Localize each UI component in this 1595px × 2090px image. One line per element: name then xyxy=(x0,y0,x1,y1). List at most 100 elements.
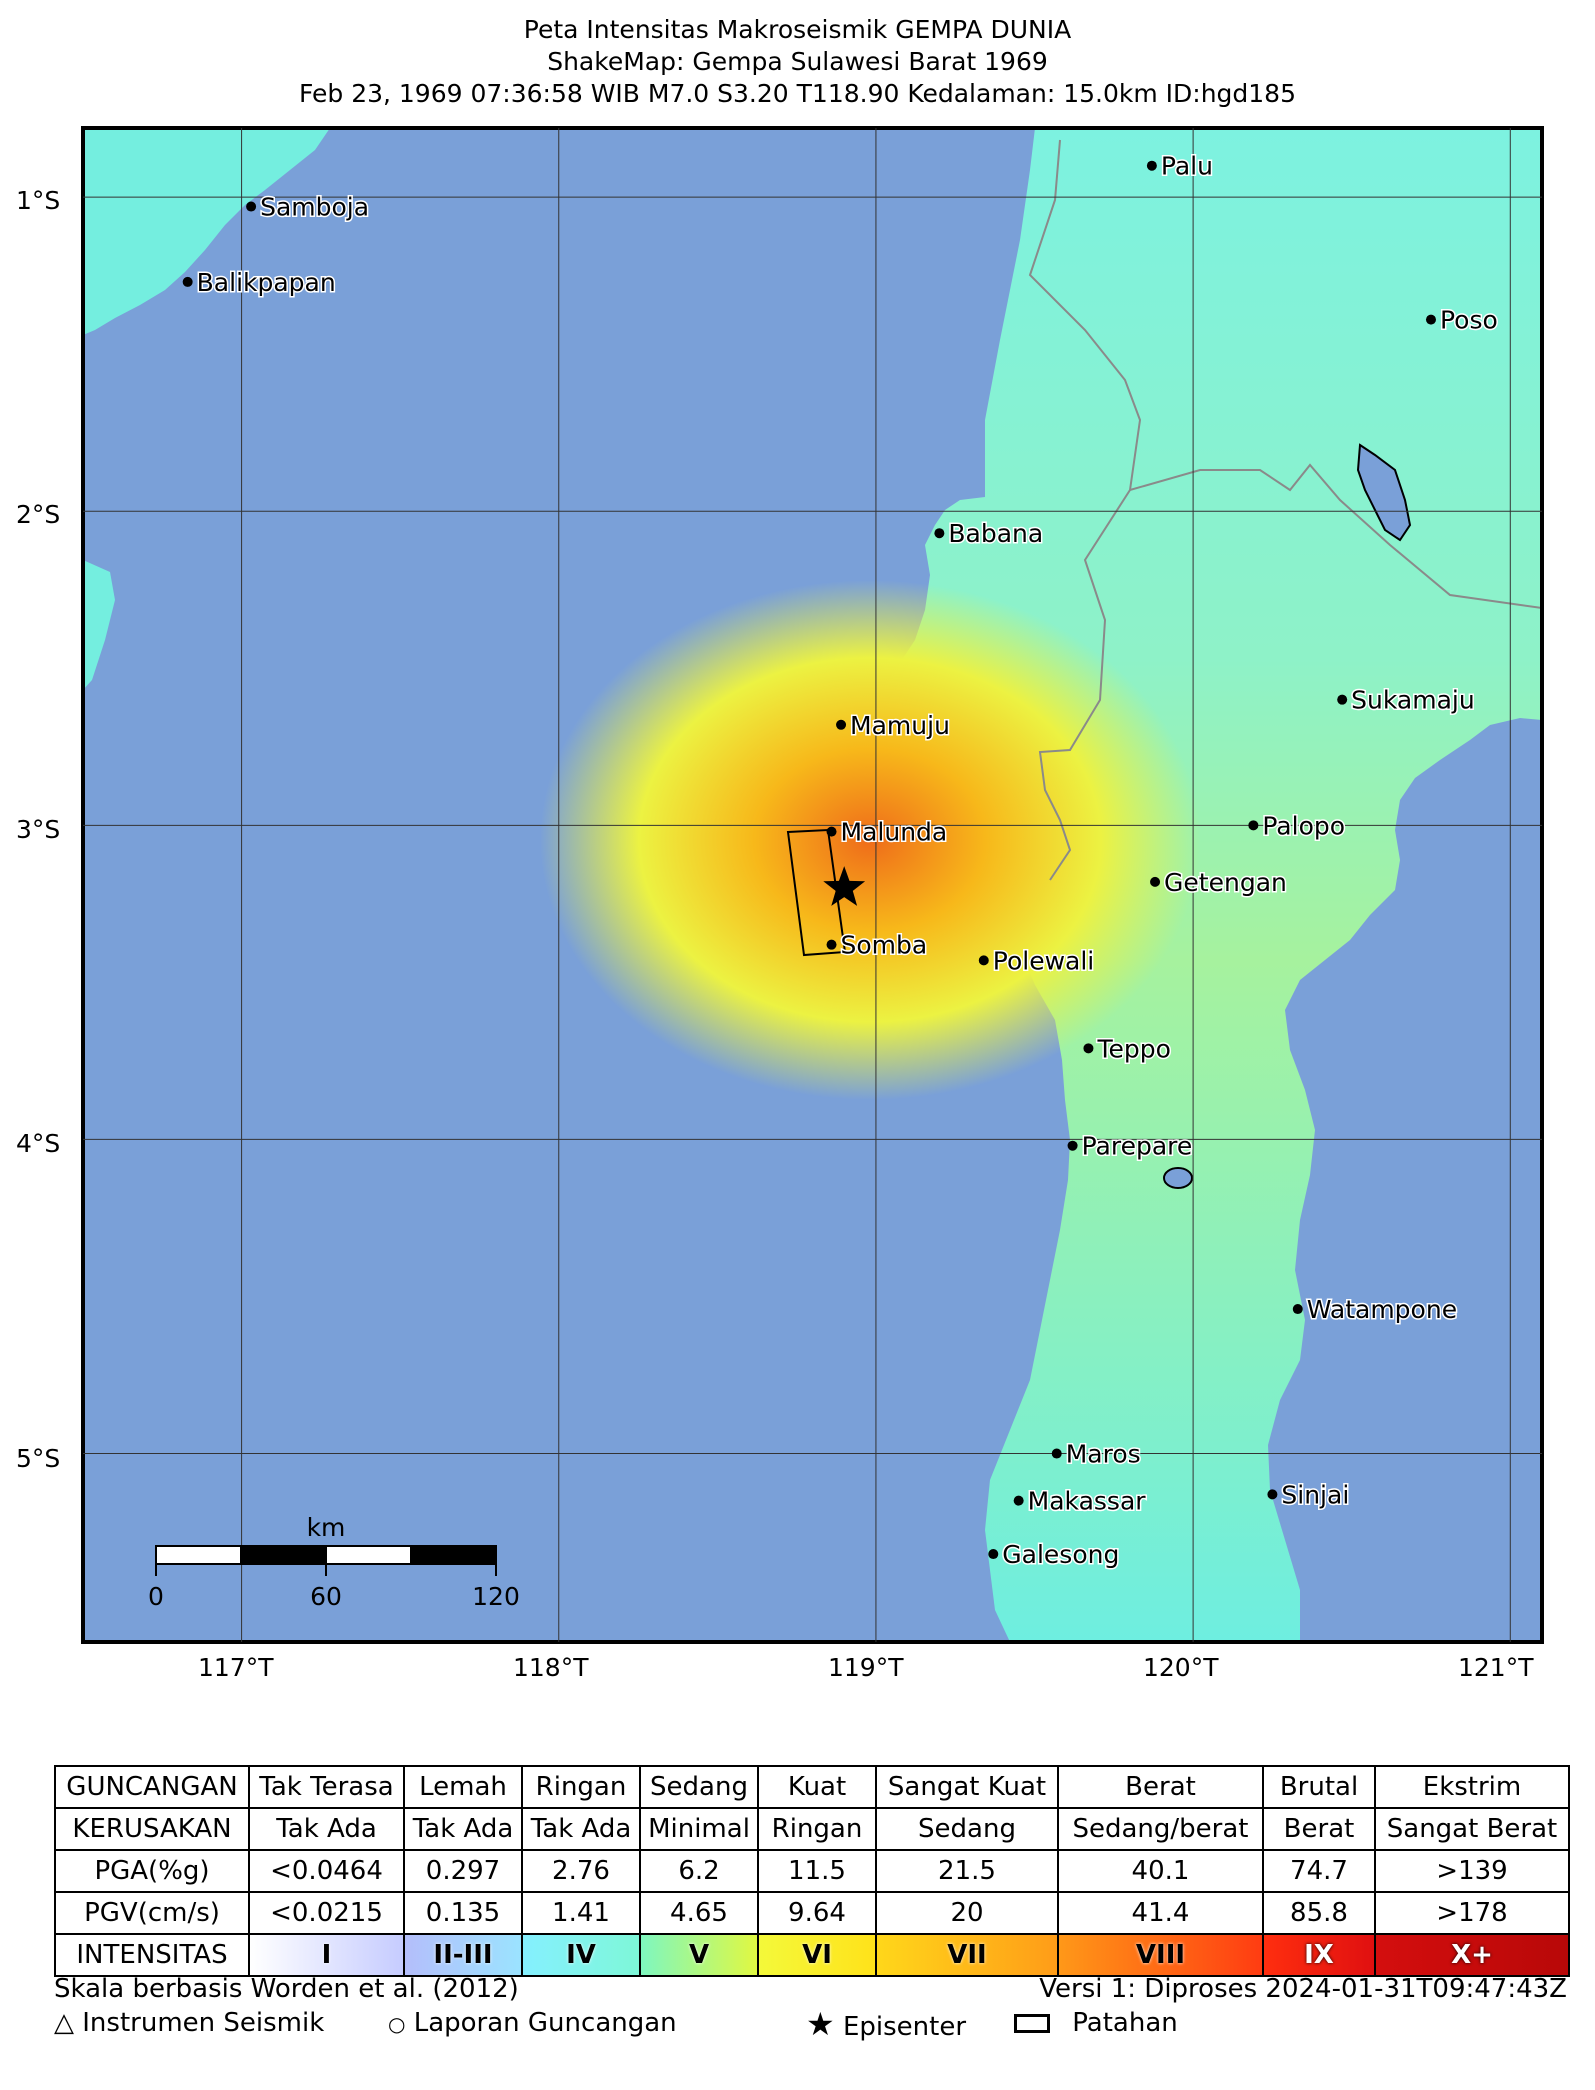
legend-cell: 85.8 xyxy=(1262,1891,1376,1935)
legend-cell: 1.41 xyxy=(521,1891,641,1935)
legend-row-head: PGA(%g) xyxy=(54,1849,250,1893)
city-dot xyxy=(182,276,193,287)
city-label: Galesong xyxy=(1002,1540,1119,1569)
gulf-of-bone xyxy=(1440,730,1542,1060)
city-dot xyxy=(1051,1448,1062,1459)
legend-row-head: KERUSAKAN xyxy=(54,1807,250,1851)
intensity-legend-table: GUNCANGAN Tak Terasa Lemah Ringan Sedang Kuat… xyxy=(54,1765,1570,1977)
borneo-land xyxy=(83,128,330,335)
legend-cell: Minimal xyxy=(639,1807,759,1851)
lat-label-5s: 5°S xyxy=(16,1444,61,1473)
city-label: Makassar xyxy=(1028,1487,1147,1516)
legend-cell: Lemah xyxy=(403,1765,523,1809)
intensity-swatch-label: I xyxy=(321,1940,332,1970)
city-dot xyxy=(1150,876,1161,887)
fault-rupture xyxy=(786,828,847,957)
legend-cell: Ringan xyxy=(757,1807,877,1851)
city-label: Maros xyxy=(1066,1440,1141,1469)
legend-cell: >139 xyxy=(1374,1849,1570,1893)
city-label: Babana xyxy=(948,519,1043,548)
scale-bar-unit: km xyxy=(307,1513,346,1542)
fault-legend: Patahan xyxy=(1014,2008,1178,2038)
map-frame xyxy=(81,126,1544,1644)
legend-intensity-row: INTENSITAS I II-III IV V VI VII VIII IX X+ xyxy=(54,1933,1570,1977)
lon-label-120: 120°T xyxy=(1143,1653,1219,1682)
intensity-swatch: IV xyxy=(521,1933,641,1977)
city-label: Teppo xyxy=(1096,1034,1170,1063)
city-label: Palu xyxy=(1161,152,1213,181)
legend-cell: Sangat Kuat xyxy=(875,1765,1059,1809)
intensity-overlay xyxy=(540,580,1200,1100)
city-markers: Palu Samboja Balikpapan Poso Babana Sukamaju M… xyxy=(182,150,1499,1571)
legend-cell: 11.5 xyxy=(757,1849,877,1893)
intensity-swatch-label: VI xyxy=(802,1940,832,1970)
legend-cell: 20 xyxy=(875,1891,1059,1935)
star-icon: ★ xyxy=(806,2005,835,2043)
legend-cell: 9.64 xyxy=(757,1891,877,1935)
city-dot xyxy=(246,201,257,212)
shaking-report-legend: ○ Laporan Guncangan xyxy=(388,2008,677,2038)
city-label: Somba xyxy=(841,931,928,960)
legend-cell: 0.135 xyxy=(403,1891,523,1935)
lake-tempe xyxy=(1163,1167,1193,1189)
legend-row: PGA(%g) <0.0464 0.297 2.76 6.2 11.5 21.5 40.1 74… xyxy=(54,1849,1570,1893)
lat-label-1s: 1°S xyxy=(16,186,61,215)
lon-label-119: 119°T xyxy=(828,1653,904,1682)
intensity-swatch-label: IV xyxy=(566,1940,596,1970)
legend-cell: Tak Ada xyxy=(403,1807,523,1851)
seismic-instrument-legend: △ Instrumen Seismik xyxy=(54,2008,324,2038)
legend-cell: Berat xyxy=(1057,1765,1264,1809)
legend-cell: <0.0215 xyxy=(248,1891,405,1935)
legend-cell: Berat xyxy=(1262,1807,1376,1851)
shakemap-canvas: Palu Samboja Balikpapan Poso Babana Sukamaju M… xyxy=(81,126,1544,1644)
lon-label-118: 118°T xyxy=(513,1653,589,1682)
city-dot xyxy=(1292,1304,1303,1315)
shaking-report-label: Laporan Guncangan xyxy=(413,2008,677,2038)
intensity-swatch-label: II-III xyxy=(433,1940,493,1970)
city-dot xyxy=(1083,1043,1094,1054)
seismic-instrument-label: Instrumen Seismik xyxy=(82,2008,325,2038)
city-dot xyxy=(934,528,945,539)
city-dot xyxy=(988,1549,999,1560)
intensity-swatch: X+ xyxy=(1374,1933,1570,1977)
rectangle-icon xyxy=(1014,2014,1050,2033)
map-subtitle: ShakeMap: Gempa Sulawesi Barat 1969 xyxy=(547,47,1048,76)
city-dot xyxy=(1013,1495,1024,1506)
city-label: Sinjai xyxy=(1281,1480,1349,1509)
legend-row: PGV(cm/s) <0.0215 0.135 1.41 4.65 9.64 20 41.4 8… xyxy=(54,1891,1570,1935)
intensity-swatch-label: VIII xyxy=(1135,1940,1186,1970)
legend-cell: Brutal xyxy=(1262,1765,1376,1809)
city-label: Sukamaju xyxy=(1351,686,1475,715)
epicenter-star xyxy=(823,866,866,906)
city-label: Malunda xyxy=(841,818,948,847)
legend-cell: Ringan xyxy=(521,1765,641,1809)
city-label: Getengan xyxy=(1164,868,1287,897)
event-details: Feb 23, 1969 07:36:58 WIB M7.0 S3.20 T11… xyxy=(298,79,1296,108)
legend-cell: 74.7 xyxy=(1262,1849,1376,1893)
city-dot xyxy=(1146,160,1157,171)
city-dot xyxy=(1067,1140,1078,1151)
city-label: Samboja xyxy=(260,193,369,222)
intensity-swatch: VIII xyxy=(1057,1933,1264,1977)
city-dot xyxy=(1425,314,1436,325)
city-label: Palopo xyxy=(1262,811,1345,840)
borneo-land-west xyxy=(83,560,115,690)
lat-label-2s: 2°S xyxy=(16,500,61,529)
legend-cell: Sedang xyxy=(875,1807,1059,1851)
version-note: Versi 1: Diproses 2024-01-31T09:47:43Z xyxy=(1039,1974,1567,2004)
legend-cell: 6.2 xyxy=(639,1849,759,1893)
legend-cell: 21.5 xyxy=(875,1849,1059,1893)
legend-cell: Tak Terasa xyxy=(248,1765,405,1809)
intensity-swatch-label: IX xyxy=(1304,1940,1334,1970)
intensity-swatch: IX xyxy=(1262,1933,1376,1977)
legend-row-head: PGV(cm/s) xyxy=(54,1891,250,1935)
city-dot xyxy=(1267,1489,1278,1500)
legend-cell: Sedang/berat xyxy=(1057,1807,1264,1851)
scale-bar: km 0 60 120 xyxy=(148,1513,520,1611)
legend-cell: Kuat xyxy=(757,1765,877,1809)
intensity-swatch: VII xyxy=(875,1933,1059,1977)
intensity-swatch: I xyxy=(248,1933,405,1977)
city-label: Watampone xyxy=(1307,1295,1457,1324)
scale-bar-label-60: 60 xyxy=(310,1582,342,1611)
epicenter-star-icon xyxy=(823,866,866,906)
